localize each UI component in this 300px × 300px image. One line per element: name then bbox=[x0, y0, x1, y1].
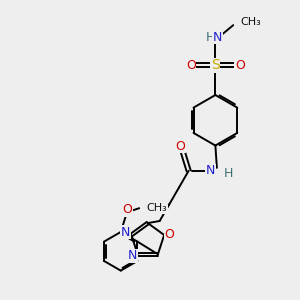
Text: O: O bbox=[122, 203, 132, 216]
Text: H: H bbox=[206, 31, 215, 44]
Text: N: N bbox=[121, 226, 130, 238]
Text: CH₃: CH₃ bbox=[241, 17, 261, 27]
Text: CH₃: CH₃ bbox=[147, 203, 167, 213]
Text: N: N bbox=[206, 164, 215, 177]
Text: H: H bbox=[224, 167, 233, 180]
Text: O: O bbox=[165, 229, 175, 242]
Text: S: S bbox=[211, 58, 220, 72]
Text: O: O bbox=[186, 59, 196, 72]
Text: N: N bbox=[128, 249, 137, 262]
Text: N: N bbox=[213, 31, 223, 44]
Text: O: O bbox=[176, 140, 185, 153]
Text: O: O bbox=[235, 59, 245, 72]
